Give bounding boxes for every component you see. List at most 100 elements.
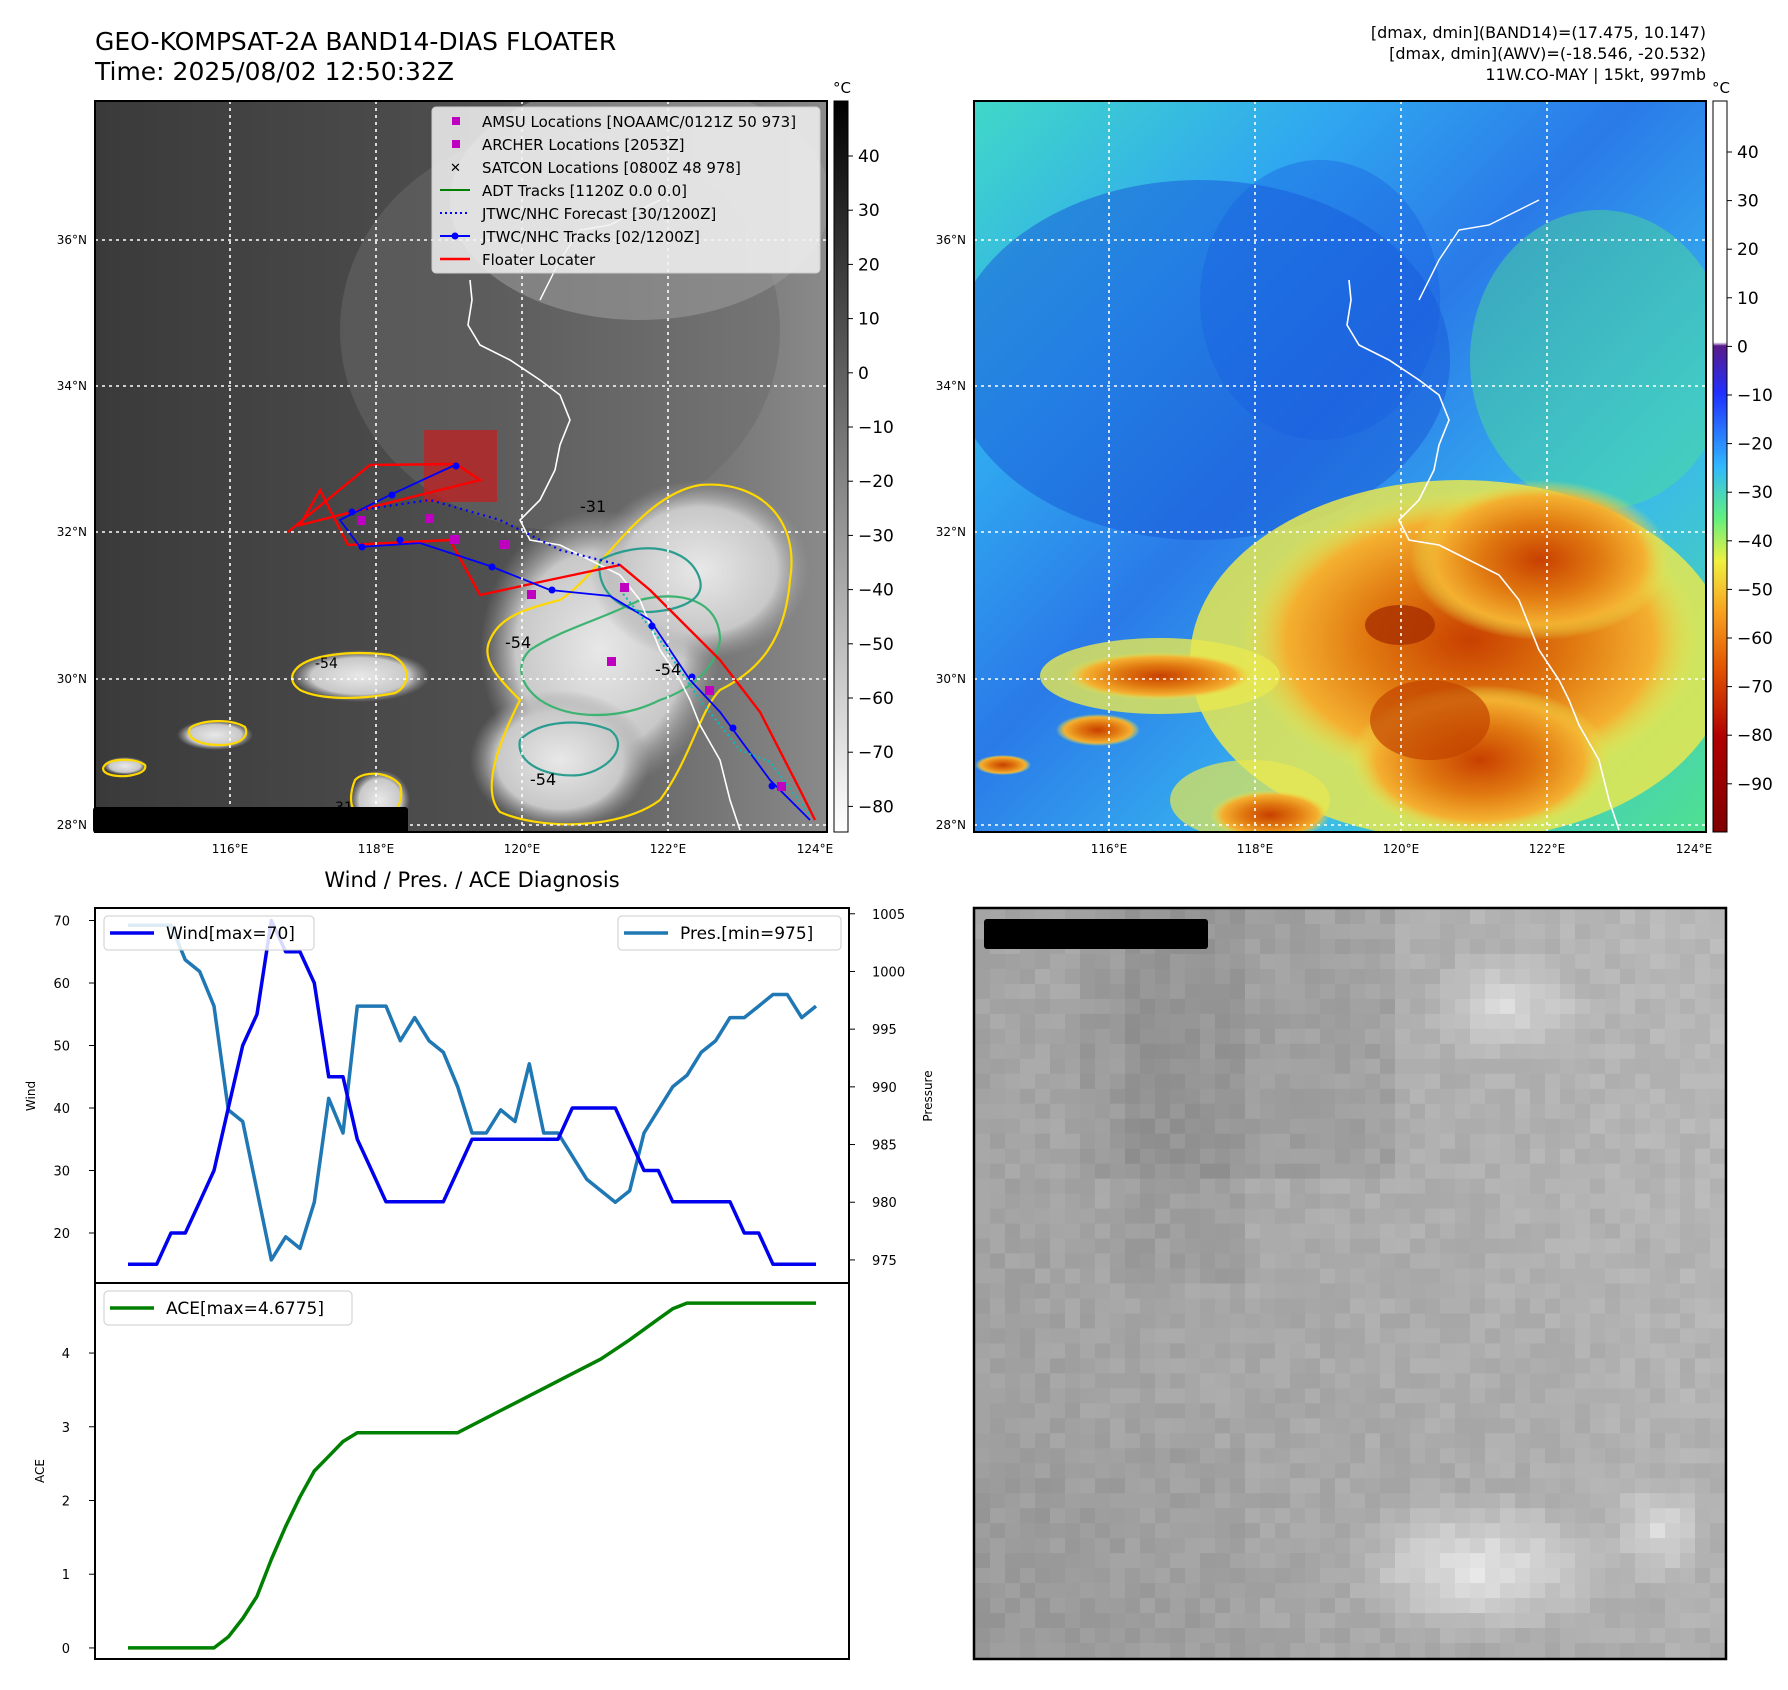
wmg-tile — [1410, 1568, 1426, 1584]
wmg-tile — [1665, 1313, 1681, 1330]
wmg-tile — [1185, 1013, 1201, 1030]
wmg-tile — [1515, 998, 1531, 1015]
wmg-tile — [1245, 1178, 1261, 1195]
wmg-tile — [1260, 1343, 1276, 1359]
wmg-tile — [1710, 1613, 1726, 1629]
wmg-tile — [1440, 1073, 1456, 1090]
wmg-tile — [1065, 1163, 1081, 1180]
wmg-tile — [1020, 1643, 1036, 1659]
wmg-tile — [1350, 1163, 1366, 1180]
wmg-tile — [1230, 1493, 1246, 1509]
wmg-tile — [1710, 1403, 1726, 1419]
wmg-tile — [1185, 1238, 1201, 1255]
wmg-tile — [1170, 1433, 1186, 1449]
wmg-tile — [1515, 1493, 1531, 1509]
wmg-tile — [990, 1628, 1006, 1644]
wmg-tile — [1380, 1388, 1396, 1404]
wmg-tile — [1380, 1343, 1396, 1359]
wmg-tile — [1155, 1598, 1171, 1614]
wmg-tile — [1575, 1493, 1591, 1509]
wmg-tile — [990, 1568, 1006, 1584]
wmg-tile — [1665, 953, 1681, 970]
wmg-tile — [1410, 1283, 1426, 1300]
wmg-tile — [1620, 1208, 1636, 1225]
wmg-tile — [1485, 939, 1501, 955]
wmg-tile — [1695, 1568, 1711, 1584]
wmg-tile — [1665, 1493, 1681, 1509]
wmg-tile — [1485, 1118, 1501, 1135]
wmg-tile — [1500, 1283, 1516, 1300]
wmg-tile — [1560, 998, 1576, 1015]
wmg-tile — [1410, 1583, 1426, 1599]
wmg-tile — [1560, 1253, 1576, 1270]
wmg-tile — [1200, 1193, 1216, 1210]
wmg-tile — [990, 1418, 1006, 1434]
wmg-tile — [1350, 1223, 1366, 1240]
wmg-tile — [1695, 1538, 1711, 1554]
wmg-tile — [1185, 1028, 1201, 1045]
legend-amsu-marker — [452, 117, 460, 125]
wmg-tile — [1530, 1298, 1546, 1315]
wmg-tile — [975, 1028, 991, 1045]
wmg-tile — [1470, 1583, 1486, 1599]
legend-forecast-label: JTWC/NHC Forecast [30/1200Z] — [481, 205, 716, 223]
wmg-tile — [1680, 1253, 1696, 1270]
wmg-tile — [1440, 1598, 1456, 1614]
wmg-tile — [1470, 1448, 1486, 1464]
wmg-tile — [1260, 1058, 1276, 1075]
wmg-tile — [1545, 1013, 1561, 1030]
wmg-tile — [1050, 983, 1066, 1000]
wmg-tile — [1275, 1328, 1291, 1344]
wmg-tile — [1005, 1523, 1021, 1539]
wmg-tile — [1065, 1043, 1081, 1060]
wmg-tile — [1335, 1253, 1351, 1270]
wmg-tile — [1395, 1463, 1411, 1479]
wmg-tile — [1590, 1553, 1606, 1569]
wmg-tile — [1320, 1208, 1336, 1225]
wmg-tile — [1290, 1493, 1306, 1509]
wmg-tile — [1095, 1343, 1111, 1359]
wmg-tile — [1170, 968, 1186, 985]
wmg-tile — [1650, 1013, 1666, 1030]
wmg-tile — [1665, 1448, 1681, 1464]
wmg-tile — [1650, 1523, 1666, 1539]
wmg-tile — [1065, 1313, 1081, 1330]
wmg-tile — [1275, 1538, 1291, 1554]
wmg-tile — [990, 1358, 1006, 1374]
wmg-tile — [1680, 1193, 1696, 1210]
wmg-imagery — [975, 909, 1726, 1659]
wmg-tile — [1455, 1418, 1471, 1434]
wmg-tile — [1260, 1148, 1276, 1165]
wmg-tile — [1110, 1343, 1126, 1359]
wmg-tile — [1470, 1118, 1486, 1135]
wmg-tile — [1455, 1328, 1471, 1344]
wmg-tile — [1215, 1073, 1231, 1090]
wmg-tile — [1005, 1553, 1021, 1569]
wmg-tile — [1350, 1628, 1366, 1644]
wmg-tile — [1335, 983, 1351, 1000]
wmg-tile — [1080, 1178, 1096, 1195]
wmg-tile — [1440, 998, 1456, 1015]
wmg-tile — [1365, 1313, 1381, 1330]
wmg-tile — [1590, 1148, 1606, 1165]
wmg-tile — [1620, 1583, 1636, 1599]
wmg-tile — [1485, 1403, 1501, 1419]
wmg-tile — [1485, 1058, 1501, 1075]
wmg-tile — [1365, 1253, 1381, 1270]
wmg-tile — [1005, 1598, 1021, 1614]
wmg-tile — [1470, 1538, 1486, 1554]
wmg-tile — [1380, 1073, 1396, 1090]
wmg-tile — [1035, 983, 1051, 1000]
wmg-tile — [1620, 1223, 1636, 1240]
wmg-tile — [1005, 1313, 1021, 1330]
wmg-tile — [1230, 1553, 1246, 1569]
wmg-tile — [1065, 1418, 1081, 1434]
wmg-tile — [1305, 1568, 1321, 1584]
wmg-tile — [1440, 1373, 1456, 1389]
wmg-tile — [1575, 1133, 1591, 1150]
wmg-tile — [1245, 1553, 1261, 1569]
wmg-tile — [1035, 1598, 1051, 1614]
wmg-tile — [1455, 1253, 1471, 1270]
wmg-tile — [1395, 983, 1411, 1000]
wmg-tile — [1515, 1358, 1531, 1374]
